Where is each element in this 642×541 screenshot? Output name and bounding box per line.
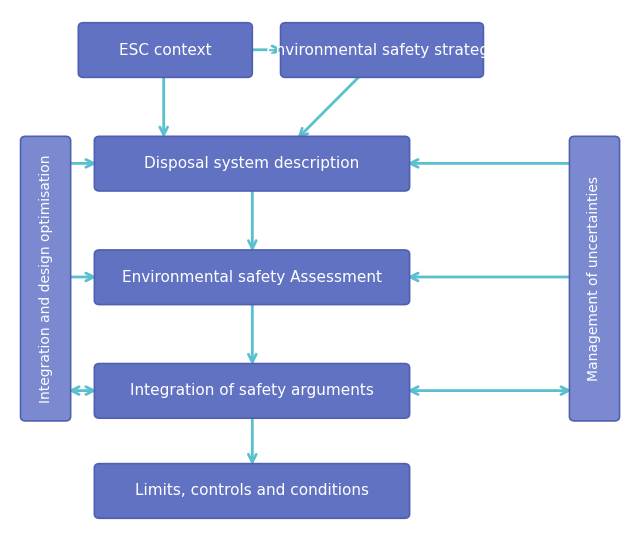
Text: Limits, controls and conditions: Limits, controls and conditions [135,484,369,498]
FancyBboxPatch shape [78,23,252,77]
Text: Environmental safety Assessment: Environmental safety Assessment [122,270,382,285]
FancyBboxPatch shape [94,250,410,305]
FancyBboxPatch shape [94,364,410,418]
Text: Disposal system description: Disposal system description [144,156,360,171]
FancyBboxPatch shape [94,464,410,518]
FancyBboxPatch shape [21,136,71,421]
FancyBboxPatch shape [569,136,620,421]
Text: ESC context: ESC context [119,43,212,57]
Text: Environmental safety strategy: Environmental safety strategy [266,43,498,57]
Text: Integration of safety arguments: Integration of safety arguments [130,384,374,398]
Text: Integration and design optimisation: Integration and design optimisation [39,154,53,403]
Text: Management of uncertainties: Management of uncertainties [587,176,602,381]
FancyBboxPatch shape [281,23,483,77]
FancyBboxPatch shape [94,136,410,191]
